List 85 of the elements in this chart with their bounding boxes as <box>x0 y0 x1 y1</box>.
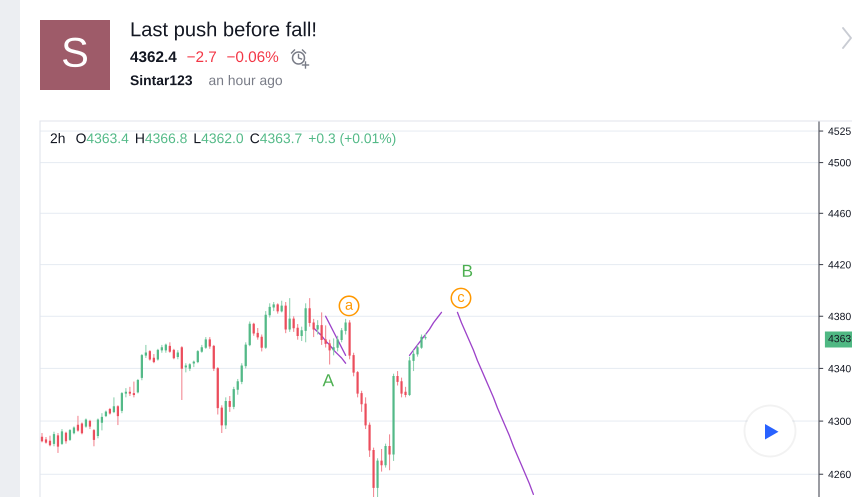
candlestick <box>196 350 199 364</box>
annotation: 2h <box>50 133 65 144</box>
annotation: A <box>322 374 334 386</box>
annotation: 4362.0 <box>201 133 244 144</box>
y-tick-label: 4363 <box>828 334 851 342</box>
candlestick <box>204 336 207 350</box>
candlestick <box>60 428 64 446</box>
candlestick <box>116 404 120 426</box>
candlestick <box>320 312 323 346</box>
candlestick <box>412 350 415 372</box>
y-tick-label: 4300 <box>828 418 851 425</box>
candlestick <box>176 350 179 360</box>
candlestick <box>272 301 275 312</box>
candlestick <box>148 350 151 362</box>
candlestick <box>280 300 283 313</box>
line-series <box>324 316 346 356</box>
candlestick <box>420 334 423 350</box>
candlestick <box>180 346 183 401</box>
annotation: 4363.7 <box>260 133 302 144</box>
candlestick <box>152 353 155 364</box>
annotation: H <box>136 134 144 144</box>
candlestick <box>40 432 44 443</box>
y-tick-label: 4500 <box>828 159 851 166</box>
candlestick <box>64 431 68 444</box>
candlestick <box>252 322 255 336</box>
text: S <box>63 38 87 68</box>
candlestick <box>416 344 419 358</box>
candlestick <box>80 422 84 435</box>
annotation: O <box>76 133 86 144</box>
candlestick <box>396 370 399 386</box>
candlestick <box>48 435 52 447</box>
annotation: L <box>194 134 201 144</box>
annotation: 4366.8 <box>145 133 187 144</box>
candlestick <box>156 348 159 362</box>
candlestick <box>308 298 311 328</box>
candlestick <box>52 431 56 447</box>
text: −2.7 <box>187 51 216 62</box>
chart-title: Last push before fall! <box>132 22 316 40</box>
candlestick <box>304 302 307 343</box>
line-series <box>408 312 442 356</box>
candlestick <box>380 448 383 472</box>
candlestick <box>96 418 100 439</box>
annotation: B <box>462 264 472 277</box>
candlestick <box>128 386 132 397</box>
y-tick-label: 4260 <box>828 470 851 478</box>
annotation: a <box>346 302 354 310</box>
candlestick <box>364 396 367 430</box>
text: an hour ago <box>209 75 282 88</box>
candlestick <box>400 377 403 398</box>
candlestick <box>288 298 291 332</box>
candlestick <box>332 338 335 356</box>
candlestick <box>224 396 227 430</box>
candlestick <box>112 396 116 414</box>
y-tick-label: 4525 <box>828 128 851 135</box>
candlestick <box>328 339 331 366</box>
candlestick <box>388 434 391 471</box>
candlestick <box>276 302 279 314</box>
candlestick <box>184 362 187 373</box>
candlestick <box>92 428 96 447</box>
y-tick-label: 4460 <box>828 210 851 218</box>
annotation: c <box>458 294 464 302</box>
candlestick <box>260 334 263 352</box>
candlestick <box>316 320 319 336</box>
text: 4362.4 <box>130 51 177 62</box>
annotation: C <box>250 133 260 144</box>
candlestick <box>68 428 72 442</box>
y-tick-label: 4380 <box>828 312 851 320</box>
text: −0.06% <box>227 51 278 62</box>
candlestick <box>164 343 167 354</box>
candlestick <box>100 412 104 431</box>
candlestick <box>132 381 135 398</box>
y-tick-label: 4340 <box>828 364 851 372</box>
y-tick-label: 4420 <box>828 261 851 268</box>
candlestick <box>140 353 143 381</box>
candlestick <box>172 348 175 360</box>
line-series <box>456 312 534 495</box>
candlestick <box>120 392 124 414</box>
annotation: 4363.4 <box>86 133 128 144</box>
candlestick <box>228 395 231 412</box>
candlestick <box>136 378 139 394</box>
candlestick <box>292 316 295 332</box>
candlestick <box>324 324 327 348</box>
candlestick <box>284 301 287 334</box>
annotation: +0.3 (+0.01%) <box>308 133 396 146</box>
text: Sintar123 <box>130 75 192 86</box>
